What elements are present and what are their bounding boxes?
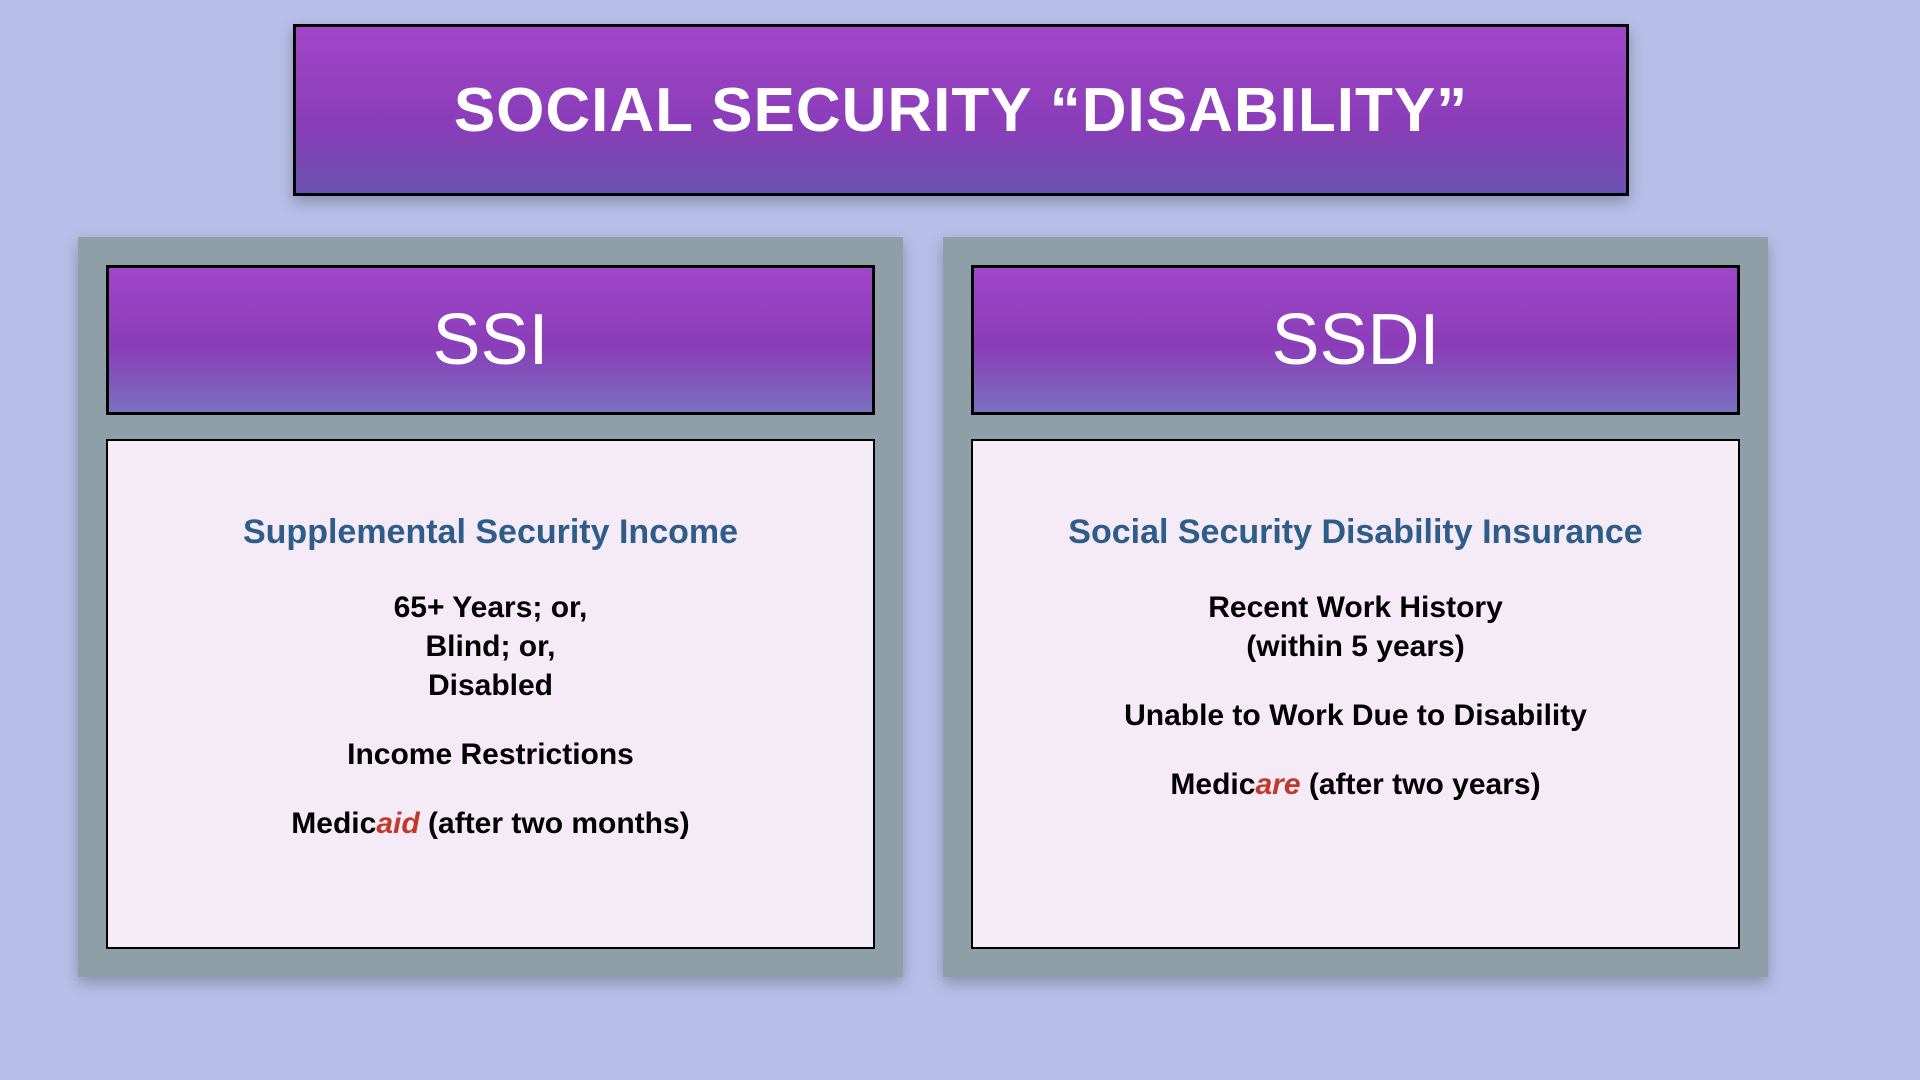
ssdi-l4-emph: are [1255,768,1300,801]
ssdi-body-title: Social Security Disability Insurance [973,513,1738,552]
ssi-line-2: Blind; or, [108,627,873,666]
ssi-line-3: Disabled [108,666,873,705]
ssi-panel: SSI Supplemental Security Income 65+ Yea… [78,237,903,977]
ssdi-line-4: Medicare (after two years) [973,765,1738,804]
ssi-line-1: 65+ Years; or, [108,588,873,627]
ssdi-header-label: SSDI [1271,299,1439,381]
ssdi-line-2: (within 5 years) [973,627,1738,666]
ssdi-line-1: Recent Work History [973,588,1738,627]
ssi-panel-body: Supplemental Security Income 65+ Years; … [106,439,875,949]
slide-title: SOCIAL SECURITY “DISABILITY” [454,75,1468,146]
ssdi-line-3: Unable to Work Due to Disability [973,696,1738,735]
ssi-l5-post: (after two months) [420,807,690,840]
ssi-header-label: SSI [432,299,548,381]
ssdi-panel-body: Social Security Disability Insurance Rec… [971,439,1740,949]
slide-title-box: SOCIAL SECURITY “DISABILITY” [293,24,1629,196]
ssi-panel-header: SSI [106,265,875,415]
ssdi-panel-header: SSDI [971,265,1740,415]
ssdi-l4-post: (after two years) [1301,768,1541,801]
ssi-l5-emph: aid [376,807,419,840]
ssi-line-5: Medicaid (after two months) [108,804,873,843]
ssdi-panel: SSDI Social Security Disability Insuranc… [943,237,1768,977]
slide: SOCIAL SECURITY “DISABILITY” SSI Supplem… [0,0,1920,1080]
ssi-body-title: Supplemental Security Income [108,513,873,552]
ssi-l5-pre: Medic [291,807,376,840]
ssdi-l4-pre: Medic [1170,768,1255,801]
ssi-line-4: Income Restrictions [108,735,873,774]
